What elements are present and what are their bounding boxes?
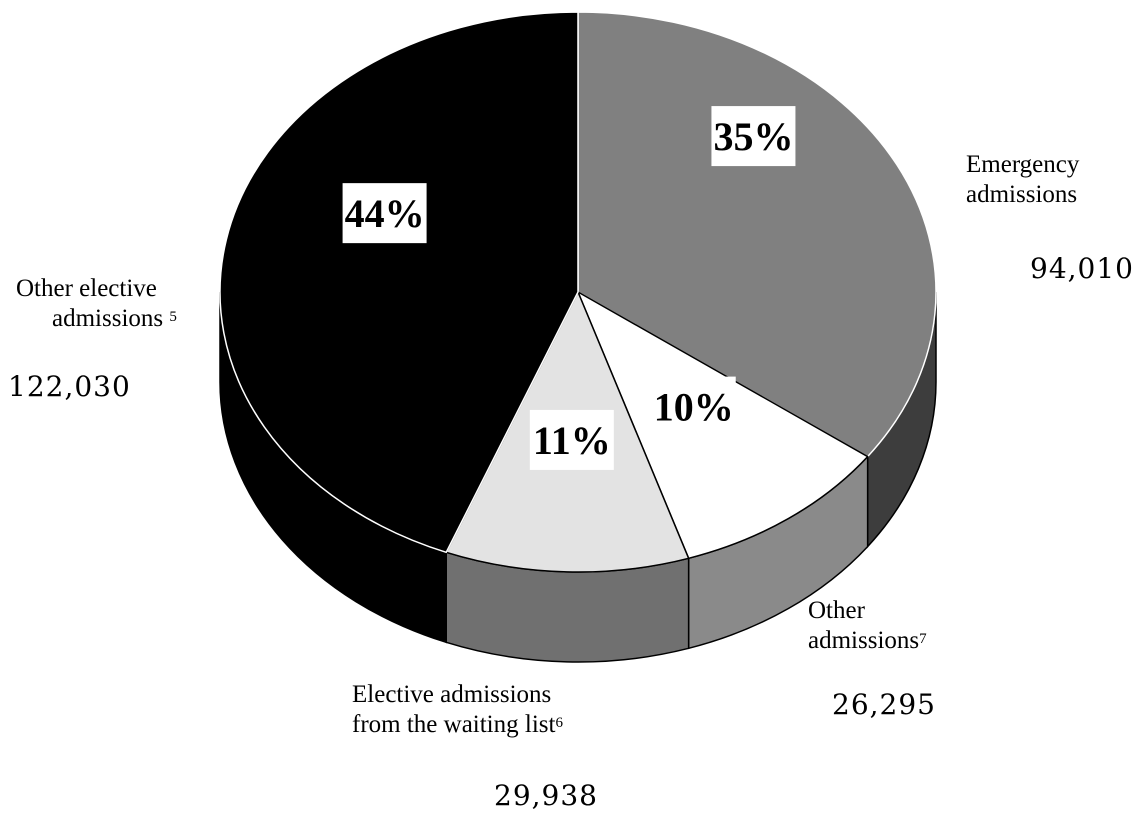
pie-percent-label-2: 11% xyxy=(533,418,611,463)
pie-percent-box-0 xyxy=(711,106,796,167)
slice-label-emergency-admissions: Emergency admissions xyxy=(966,151,1080,208)
pie-side-walls xyxy=(219,291,937,663)
pie-percent-box-3 xyxy=(342,183,427,244)
pie-percent-box-2 xyxy=(529,409,614,470)
pie-percent-label-0: 35% xyxy=(713,114,793,159)
pie-percent-label-3: 44% xyxy=(345,191,425,236)
pie-percent-label-1: 10% xyxy=(654,385,734,430)
slice-label-elective-waiting-list: Elective admissions from the waiting lis… xyxy=(352,681,563,738)
slice-value-other-elective-admissions: 122,030 xyxy=(8,370,131,403)
slice-label-other-admissions: Other admissions7 xyxy=(808,597,927,654)
slice-value-emergency-admissions: 94,010 xyxy=(1030,252,1134,285)
slice-value-elective-waiting-list: 29,938 xyxy=(494,779,598,812)
slice-value-other-admissions: 26,295 xyxy=(832,688,936,721)
slice-label-other-elective-admissions: Other elective admissions 5 xyxy=(16,275,177,332)
pie-slice-0 xyxy=(577,11,937,458)
pie-percent-labels: 35% 10% 11% 44% xyxy=(342,106,796,470)
pie-percent-box-1 xyxy=(651,376,736,437)
pie-slice-3 xyxy=(219,11,579,554)
pie-slices xyxy=(219,11,937,573)
